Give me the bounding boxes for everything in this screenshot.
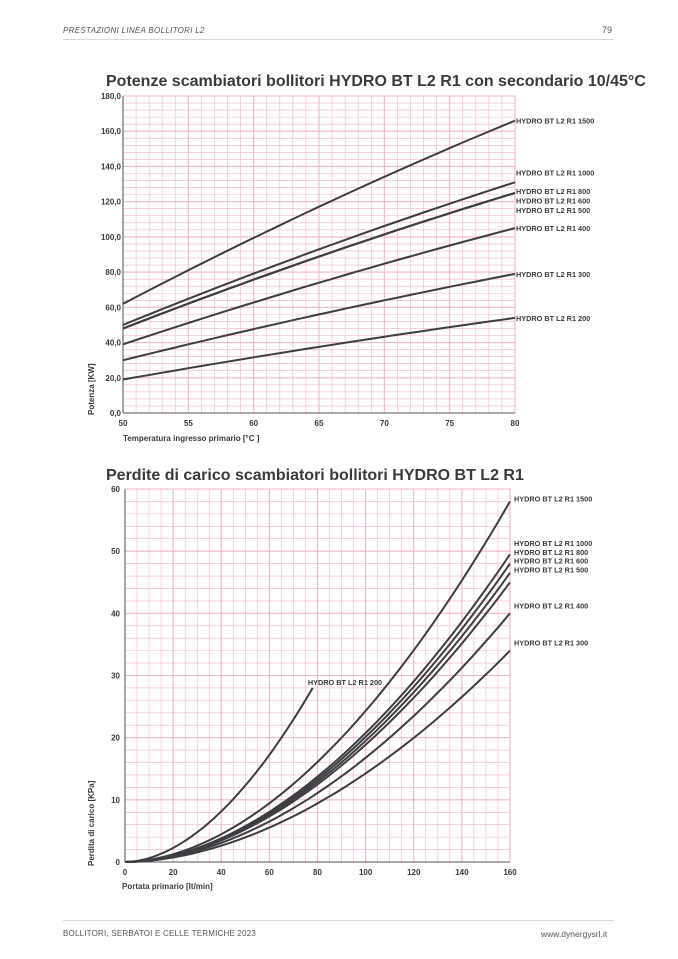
chart-title: Potenze scambiatori bollitori HYDRO BT L… [106, 73, 646, 90]
y-tick-label: 20 [111, 734, 120, 743]
x-tick-label: 80 [313, 868, 322, 877]
y-axis-label: Perdita di carico [KPa] [87, 780, 96, 866]
series-label: HYDRO BT L2 R1 600 [514, 557, 588, 566]
series-label: HYDRO BT L2 R1 800 [514, 548, 588, 557]
y-tick-label: 60,0 [105, 303, 121, 312]
x-tick-label: 100 [359, 868, 373, 877]
y-tick-label: 40 [111, 609, 120, 618]
x-tick-label: 0 [123, 868, 128, 877]
y-axis-label: Potenza [KW] [87, 363, 96, 415]
series-label: HYDRO BT L2 R1 800 [516, 187, 590, 196]
y-tick-label: 160,0 [101, 127, 122, 136]
series-label: HYDRO BT L2 R1 1000 [516, 168, 594, 177]
y-tick-label: 0 [116, 858, 121, 867]
x-tick-label: 40 [217, 868, 226, 877]
series-label: HYDRO BT L2 R1 1500 [514, 494, 592, 503]
series-label: HYDRO BT L2 R1 500 [516, 206, 590, 215]
y-tick-label: 60 [111, 485, 120, 494]
header-divider [63, 39, 614, 40]
x-tick-label: 70 [380, 419, 389, 428]
y-tick-label: 40,0 [105, 339, 121, 348]
series-label: HYDRO BT L2 R1 300 [516, 270, 590, 279]
series-line [122, 119, 516, 305]
series-line [124, 687, 314, 863]
series-label: HYDRO BT L2 R1 600 [516, 196, 590, 205]
x-tick-label: 80 [511, 419, 520, 428]
series-line [122, 316, 516, 381]
y-tick-label: 100,0 [101, 233, 122, 242]
series-label: HYDRO BT L2 R1 1000 [514, 539, 592, 548]
footer-website: www.dynergysrl.it [541, 929, 608, 939]
series-line [122, 181, 516, 326]
x-tick-label: 50 [119, 419, 128, 428]
x-tick-label: 65 [315, 419, 324, 428]
series-line [122, 272, 516, 362]
series-label: HYDRO BT L2 R1 1500 [516, 117, 594, 126]
x-tick-label: 160 [503, 868, 517, 877]
series-line [124, 581, 511, 863]
y-tick-label: 10 [111, 796, 120, 805]
x-tick-label: 60 [265, 868, 274, 877]
y-tick-label: 80,0 [105, 268, 121, 277]
series-line [122, 227, 516, 346]
series-line [124, 612, 511, 863]
x-tick-label: 140 [455, 868, 469, 877]
y-tick-label: 120,0 [101, 198, 122, 207]
y-tick-label: 50 [111, 547, 120, 556]
y-tick-label: 140,0 [101, 162, 122, 171]
series-line [122, 191, 516, 330]
chart-title: Perdite di carico scambiatori bollitori … [106, 467, 524, 484]
series-label: HYDRO BT L2 R1 200 [308, 678, 382, 687]
series-label: HYDRO BT L2 R1 400 [516, 224, 590, 233]
header-section-title: PRESTAZIONI LINEA BOLLITORI L2 [63, 26, 205, 35]
footer-divider [63, 920, 614, 921]
y-tick-label: 0,0 [110, 409, 122, 418]
x-tick-label: 60 [249, 419, 258, 428]
x-tick-label: 120 [407, 868, 421, 877]
x-tick-label: 20 [169, 868, 178, 877]
series-label: HYDRO BT L2 R1 400 [514, 601, 588, 610]
series-label: HYDRO BT L2 R1 300 [514, 639, 588, 648]
x-axis-label: Portata primario [lt/min] [122, 882, 213, 891]
y-tick-label: 180,0 [101, 92, 122, 101]
footer-catalog-title: BOLLITORI, SERBATOI E CELLE TERMICHE 202… [63, 929, 257, 938]
series-line [124, 649, 511, 863]
x-axis-label: Temperatura ingresso primario [°C ] [123, 434, 260, 443]
page-number: 79 [602, 25, 613, 35]
series-line [124, 500, 511, 863]
series-label: HYDRO BT L2 R1 200 [516, 314, 590, 323]
series-label: HYDRO BT L2 R1 500 [514, 565, 588, 574]
y-tick-label: 20,0 [105, 374, 121, 383]
x-tick-label: 55 [184, 419, 193, 428]
x-tick-label: 75 [445, 419, 454, 428]
y-tick-label: 30 [111, 672, 120, 681]
